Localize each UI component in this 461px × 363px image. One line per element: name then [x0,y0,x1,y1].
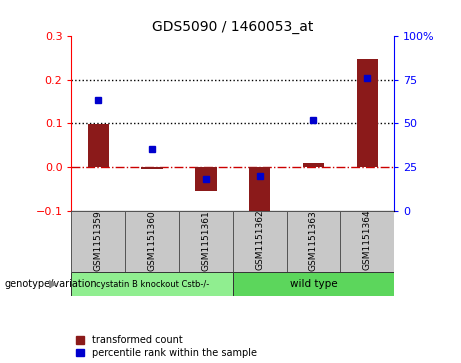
Text: wild type: wild type [290,279,337,289]
Bar [125,211,179,272]
Text: GSM1151362: GSM1151362 [255,210,264,270]
Text: GSM1151361: GSM1151361 [201,210,210,270]
Bar [195,167,217,191]
Text: ▶: ▶ [49,279,57,289]
Text: GSM1151360: GSM1151360 [148,210,157,270]
Legend: transformed count, percentile rank within the sample: transformed count, percentile rank withi… [77,335,257,358]
Title: GDS5090 / 1460053_at: GDS5090 / 1460053_at [152,20,313,34]
Bar [303,163,324,167]
Bar [71,272,233,296]
Text: GSM1151364: GSM1151364 [363,210,372,270]
Bar [71,211,125,272]
Text: genotype/variation: genotype/variation [5,279,97,289]
Text: cystatin B knockout Cstb-/-: cystatin B knockout Cstb-/- [95,280,209,289]
Bar [233,211,287,272]
Bar [142,167,163,169]
Text: GSM1151363: GSM1151363 [309,210,318,270]
Bar [340,211,394,272]
Bar [249,167,271,216]
Bar [233,272,394,296]
Bar [287,211,340,272]
Bar [356,59,378,167]
Bar [88,124,109,167]
Bar [179,211,233,272]
Text: GSM1151359: GSM1151359 [94,210,103,270]
